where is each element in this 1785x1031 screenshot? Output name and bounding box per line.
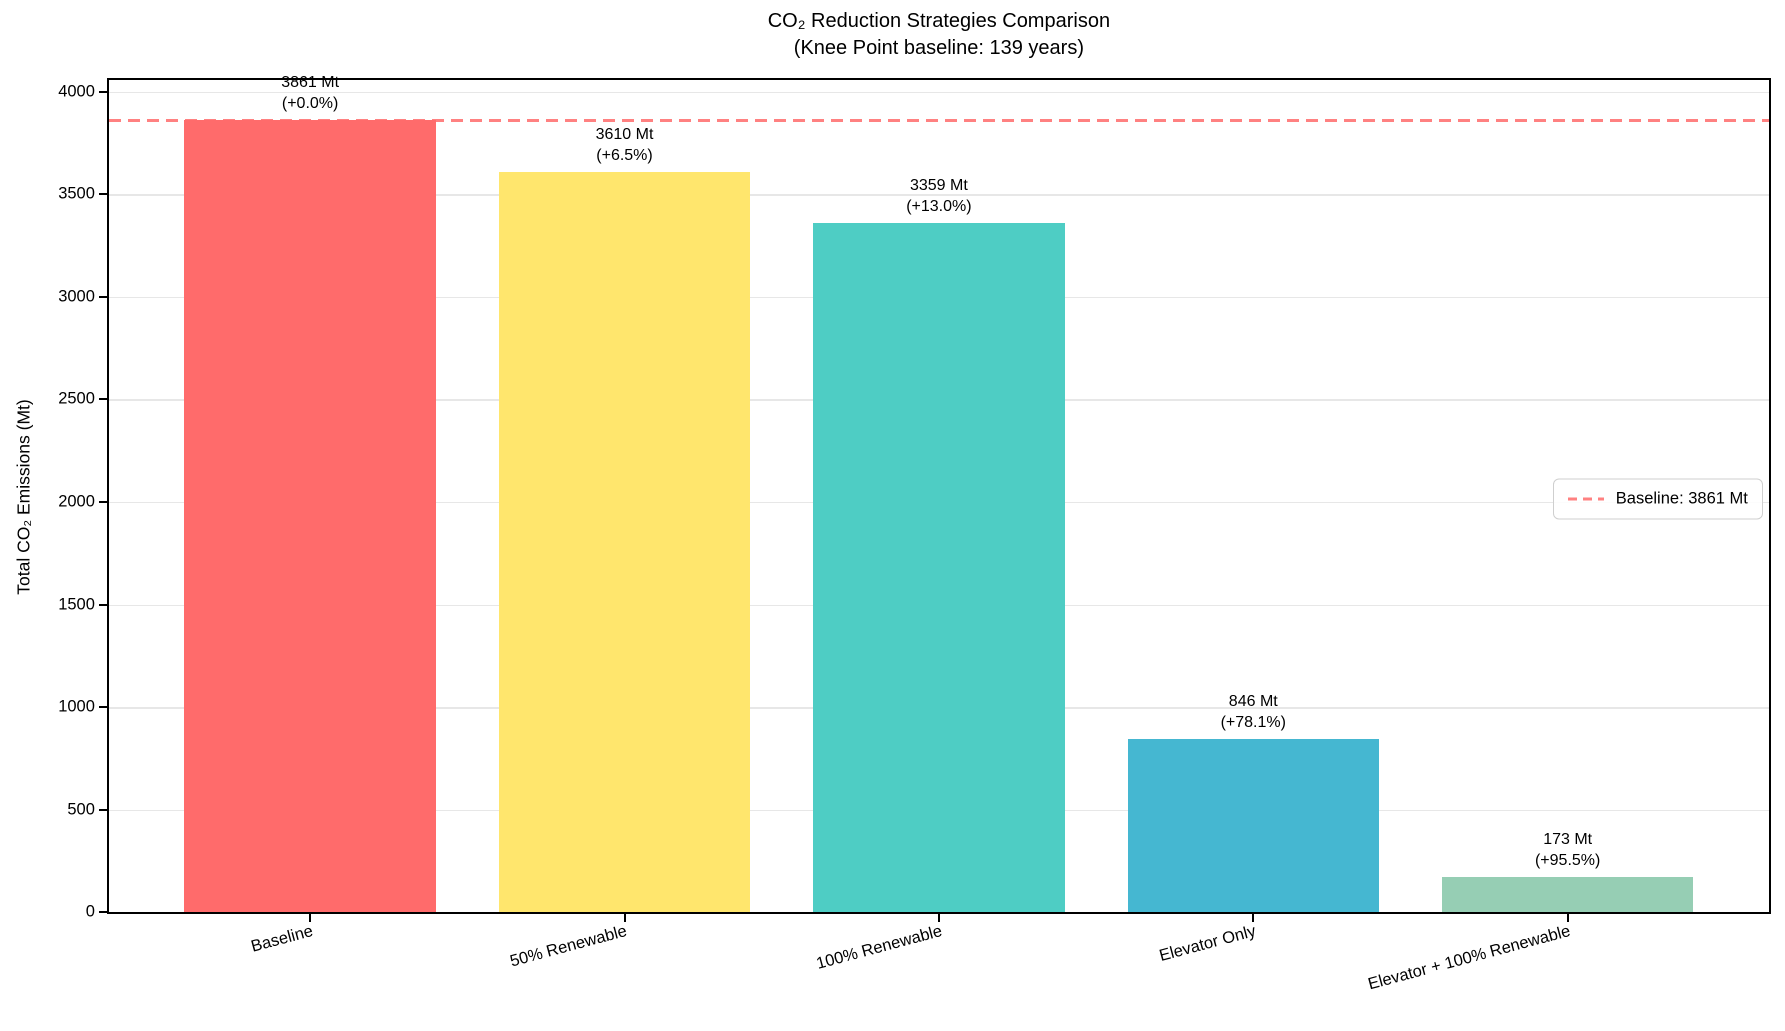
y-axis-label: Total CO₂ Emissions (Mt)	[13, 399, 34, 595]
legend: Baseline: 3861 Mt	[1552, 478, 1763, 520]
y-tick-mark	[98, 500, 107, 503]
y-tick-mark	[98, 706, 107, 709]
gridline	[108, 194, 1769, 196]
y-tick-label: 2000	[58, 492, 95, 511]
bar-value-text: 3359 Mt	[909, 177, 968, 195]
bar-percent-text: (+13.0%)	[906, 198, 972, 216]
x-tick-label-text: Elevator + 100% Renewable	[1366, 922, 1573, 994]
y-tick-mark	[98, 603, 107, 606]
bar-value-label: 3861 Mt (+0.0%)	[281, 72, 339, 114]
bar-percent-text: (+6.5%)	[596, 146, 653, 164]
bar-value-text: 173 Mt	[1543, 830, 1593, 848]
chart-subtitle: (Knee Point baseline: 139 years)	[793, 37, 1084, 59]
y-tick-label: 4000	[58, 82, 95, 101]
x-tick-label-text: Baseline	[248, 922, 315, 956]
y-tick-mark	[98, 90, 107, 93]
y-tick-label: 1500	[58, 595, 95, 613]
bar	[1441, 876, 1694, 913]
x-tick-mark	[937, 914, 940, 923]
bar-value-label: 3610 Mt (+6.5%)	[596, 124, 654, 166]
baseline-dashed-line	[108, 119, 1769, 123]
bar	[498, 171, 751, 913]
y-tick-label: 1000	[58, 697, 95, 716]
y-tick-mark	[98, 295, 107, 298]
y-tick-label: 2500	[58, 389, 95, 408]
y-tick-mark	[98, 193, 107, 196]
bar-percent-text: (+0.0%)	[281, 95, 339, 113]
legend-label: Baseline: 3861 Mt	[1615, 489, 1748, 508]
y-tick-mark	[98, 911, 107, 914]
y-tick-label: 500	[67, 800, 95, 819]
y-tick-label: 3500	[58, 184, 95, 203]
x-tick-label-text: Elevator Only	[1157, 922, 1258, 966]
bar-value-label: 846 Mt (+78.1%)	[1221, 691, 1286, 733]
chart-title: CO₂ Reduction Strategies Comparison	[767, 10, 1111, 32]
plot-area: Baseline: 3861 Mt 0 500 1000 1500 2000 2500 30…	[58, 74, 1771, 993]
y-tick-mark	[98, 398, 107, 401]
gridline	[108, 91, 1769, 94]
bar	[184, 120, 436, 913]
x-tick-mark	[309, 914, 312, 923]
bar	[1127, 738, 1380, 913]
y-tick-mark	[98, 808, 107, 811]
bar	[813, 223, 1065, 913]
x-tick-mark	[1252, 914, 1255, 923]
bar-value-text: 846 Mt	[1228, 692, 1278, 710]
y-tick-label: 0	[85, 902, 95, 921]
bar-value-text: 3610 Mt	[595, 125, 654, 143]
x-tick-mark	[1566, 914, 1569, 923]
x-tick-label-text: 50% Renewable	[508, 922, 630, 971]
bar-percent-text: (+78.1%)	[1220, 713, 1286, 731]
x-tick-label-text: 100% Renewable	[813, 922, 944, 973]
bar-value-text: 3861 Mt	[281, 74, 340, 92]
legend-dashed-line-icon	[1567, 497, 1604, 501]
bar-value-label: 173 Mt (+95.5%)	[1535, 829, 1600, 871]
y-tick-label: 3000	[58, 287, 95, 306]
x-tick-mark	[623, 914, 626, 923]
bar-value-label: 3359 Mt (+13.0%)	[906, 175, 971, 217]
bar-percent-text: (+95.5%)	[1534, 851, 1601, 869]
chart-title-block: CO₂ Reduction Strategies Comparison (Kne…	[107, 8, 1771, 62]
